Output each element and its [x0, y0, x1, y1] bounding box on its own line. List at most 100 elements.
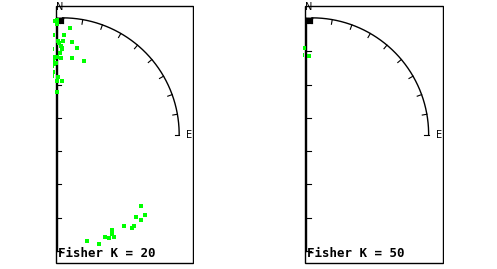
- Point: [49, 70, 57, 74]
- Point: [42, 25, 50, 29]
- Point: [255, 76, 263, 80]
- Point: [267, 64, 275, 68]
- Point: [21, 50, 29, 55]
- Point: [25, 69, 33, 74]
- Point: [59, 39, 67, 43]
- Point: [291, 47, 299, 52]
- Point: [257, 51, 265, 55]
- Point: [0, 93, 3, 97]
- Point: [69, 39, 77, 44]
- Point: [272, 59, 280, 63]
- Point: [32, 49, 40, 53]
- Point: [24, 74, 32, 78]
- Point: [268, 65, 276, 69]
- Point: [261, 55, 269, 59]
- Point: [276, 61, 284, 65]
- Point: [17, 68, 25, 72]
- Point: [14, 58, 22, 62]
- Point: [268, 64, 276, 68]
- Point: [254, 62, 262, 66]
- Point: [273, 63, 281, 67]
- Point: [284, 51, 292, 56]
- Point: [254, 52, 262, 56]
- Point: [257, 50, 265, 54]
- Point: [21, 54, 29, 58]
- Point: [22, 24, 30, 29]
- Point: [268, 54, 276, 59]
- Point: [261, 52, 269, 57]
- Point: [276, 55, 284, 59]
- Point: [275, 45, 283, 49]
- Point: [47, 45, 55, 50]
- Point: [272, 72, 280, 76]
- Point: [273, 45, 281, 49]
- Point: [271, 66, 279, 70]
- Point: [259, 57, 267, 61]
- Point: [0, 42, 4, 46]
- Point: [22, 65, 30, 69]
- Point: [5, 80, 13, 84]
- Point: [256, 54, 264, 58]
- Point: [248, 75, 255, 79]
- Point: [288, 43, 296, 48]
- Point: [11, 50, 19, 55]
- Point: [0, 94, 3, 98]
- Point: [250, 78, 258, 82]
- Point: [0, 44, 8, 48]
- Point: [16, 89, 24, 93]
- Point: [4, 58, 12, 62]
- Point: [277, 53, 285, 58]
- Point: [278, 39, 286, 43]
- Point: [261, 55, 269, 60]
- Point: [274, 42, 282, 47]
- Point: [253, 64, 261, 68]
- Point: [32, 62, 40, 66]
- Point: [0, 77, 4, 82]
- Point: [3, 48, 11, 52]
- Point: [253, 69, 261, 73]
- Point: [33, 38, 41, 42]
- Point: [29, 77, 37, 82]
- Point: [269, 56, 277, 61]
- Point: [242, 54, 249, 58]
- Point: [268, 65, 276, 70]
- Point: [260, 46, 268, 51]
- Point: [285, 59, 293, 63]
- Point: [280, 53, 288, 57]
- Point: [53, 79, 61, 83]
- Point: [259, 41, 267, 45]
- Point: [17, 31, 25, 36]
- Point: [2, 73, 10, 77]
- Point: [56, 51, 64, 55]
- Point: [23, 85, 31, 89]
- Point: [7, 49, 15, 53]
- Point: [259, 46, 267, 51]
- Point: [0, 84, 4, 89]
- Point: [3, 83, 11, 87]
- Point: [22, 40, 30, 44]
- Point: [272, 33, 280, 38]
- Point: [263, 57, 271, 61]
- Point: [241, 52, 248, 57]
- Point: [254, 59, 262, 63]
- Point: [13, 76, 21, 81]
- Point: [15, 54, 23, 59]
- Point: [48, 47, 56, 51]
- Point: [259, 66, 267, 70]
- Point: [41, 48, 49, 53]
- Point: [34, 48, 42, 52]
- Point: [37, 34, 45, 39]
- Point: [10, 40, 18, 44]
- Point: [272, 47, 280, 51]
- Point: [243, 58, 251, 63]
- Point: [248, 44, 256, 48]
- Point: [247, 61, 255, 66]
- Point: [261, 51, 269, 55]
- Point: [0, 77, 5, 81]
- Point: [34, 78, 42, 82]
- Point: [276, 45, 284, 49]
- Point: [259, 67, 267, 71]
- Point: [250, 64, 258, 68]
- Point: [26, 52, 34, 56]
- Point: [19, 81, 27, 85]
